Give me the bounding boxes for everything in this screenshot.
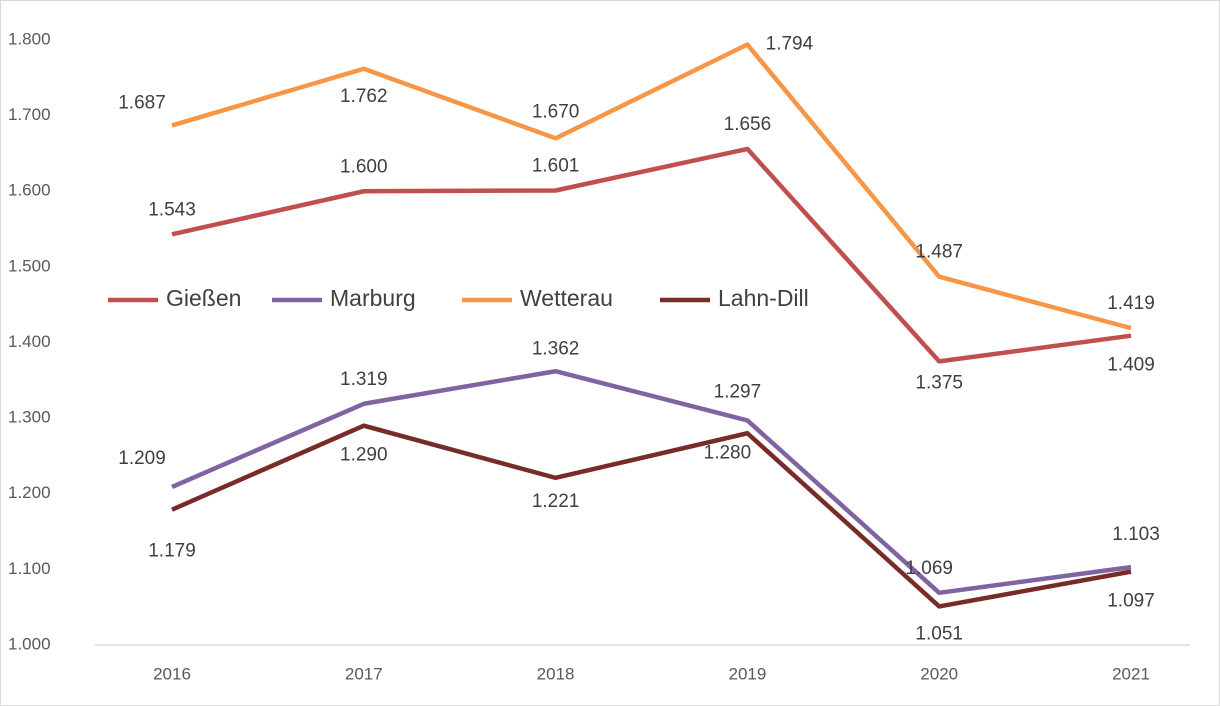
data-label: 1.097 [1107, 591, 1155, 612]
data-label: 1.487 [915, 242, 963, 263]
data-label: 1.656 [724, 114, 772, 135]
data-label: 1.280 [704, 442, 752, 463]
y-tick-label: 1.200 [8, 483, 51, 502]
data-label: 1.362 [532, 338, 580, 359]
data-label: 1.297 [714, 381, 762, 402]
series-line [171, 423, 1132, 609]
y-tick-label: 1.500 [8, 256, 51, 275]
data-label: 1.103 [1112, 524, 1160, 545]
y-tick-label: 1.600 [8, 181, 51, 200]
data-label: 1.419 [1107, 293, 1155, 314]
legend-label: Lahn-Dill [718, 285, 809, 311]
series-line [171, 42, 1132, 331]
x-tick-label: 2020 [920, 664, 958, 683]
data-label: 1.794 [766, 34, 814, 55]
legend-label: Wetterau [520, 285, 613, 311]
data-label: 1.069 [905, 558, 953, 579]
y-tick-label: 1.400 [8, 332, 51, 351]
x-tick-label: 2018 [537, 664, 575, 683]
x-tick-label: 2016 [153, 664, 191, 683]
x-tick-label: 2021 [1112, 664, 1150, 683]
data-label: 1.221 [532, 491, 580, 512]
data-label: 1.319 [340, 369, 388, 390]
data-label: 1.543 [148, 199, 196, 220]
data-label: 1.601 [532, 156, 580, 177]
y-tick-label: 1.300 [8, 408, 51, 427]
y-tick-label: 1.700 [8, 105, 51, 124]
x-tick-label: 2017 [345, 664, 383, 683]
y-tick-label: 1.800 [8, 29, 51, 48]
data-label: 1.687 [118, 92, 166, 113]
data-label: 1.290 [340, 445, 388, 466]
data-label: 1.375 [915, 372, 963, 393]
series-line [171, 146, 1132, 364]
legend-label: Marburg [330, 285, 416, 311]
data-label: 1.051 [915, 623, 963, 644]
legend-label: Gießen [166, 285, 241, 311]
data-label: 1.600 [340, 156, 388, 177]
data-label: 1.179 [148, 541, 196, 562]
y-tick-label: 1.100 [8, 559, 51, 578]
data-label: 1.209 [118, 448, 166, 469]
data-label: 1.762 [340, 86, 388, 107]
series-line [171, 368, 1132, 596]
x-tick-label: 2019 [728, 664, 766, 683]
data-label: 1.409 [1107, 355, 1155, 376]
data-label: 1.670 [532, 101, 580, 122]
y-tick-label: 1.000 [8, 634, 51, 653]
